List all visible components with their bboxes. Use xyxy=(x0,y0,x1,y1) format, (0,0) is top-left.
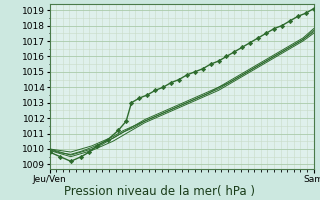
Text: Pression niveau de la mer( hPa ): Pression niveau de la mer( hPa ) xyxy=(65,185,255,198)
